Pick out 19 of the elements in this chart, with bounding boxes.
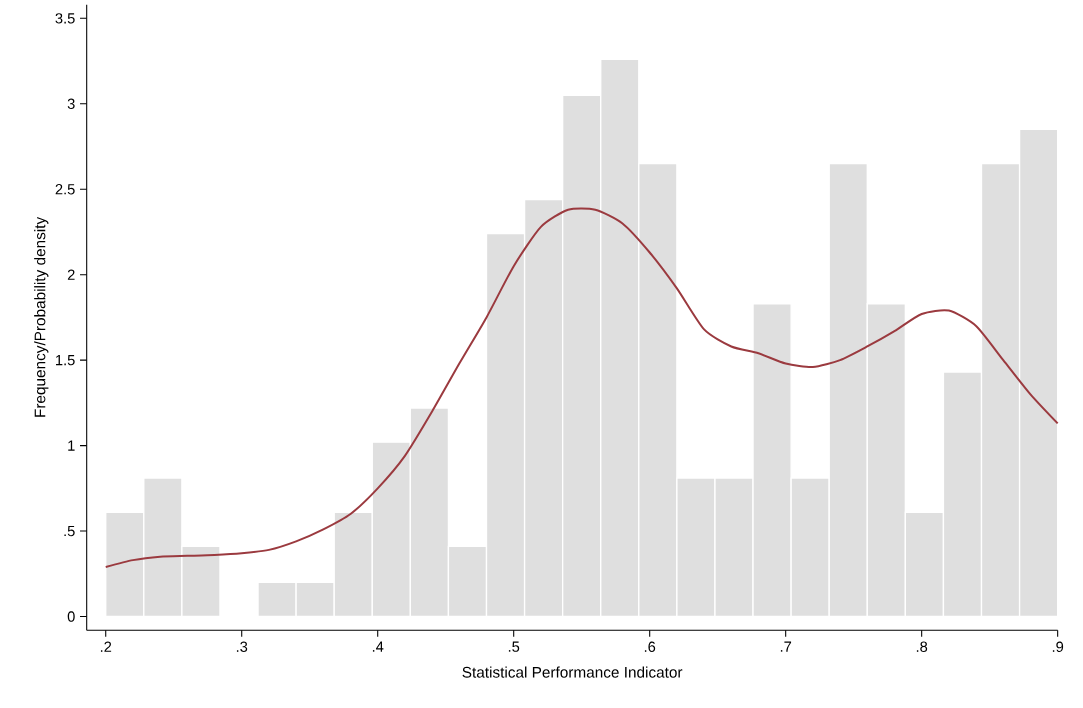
line-series [104, 207, 1059, 568]
y-tick-label: 3 [67, 98, 75, 109]
x-tick-label: .3 [236, 641, 248, 652]
y-tick-label: 0 [67, 611, 75, 622]
y-tick-label: .5 [64, 525, 75, 537]
x-tick-label: .6 [644, 641, 656, 652]
y-tick-label: 1.5 [56, 354, 75, 366]
y-tick-label: 2 [67, 269, 75, 280]
y-axis-title: Frequency/Probability density [34, 216, 49, 417]
x-tick-label: .5 [508, 641, 520, 652]
x-tick-label: .9 [1052, 641, 1064, 652]
y-tick-label: 3.5 [55, 13, 75, 24]
x-tick-label: .2 [100, 641, 112, 652]
x-tick-label: .4 [372, 641, 384, 652]
y-tick-label: 2.5 [55, 183, 75, 195]
x-axis-title: Statistical Performance Indicator [462, 666, 683, 678]
y-tick-label: 1 [68, 440, 75, 451]
x-tick-label: .7 [780, 641, 792, 652]
x-tick-label: .8 [916, 641, 928, 652]
